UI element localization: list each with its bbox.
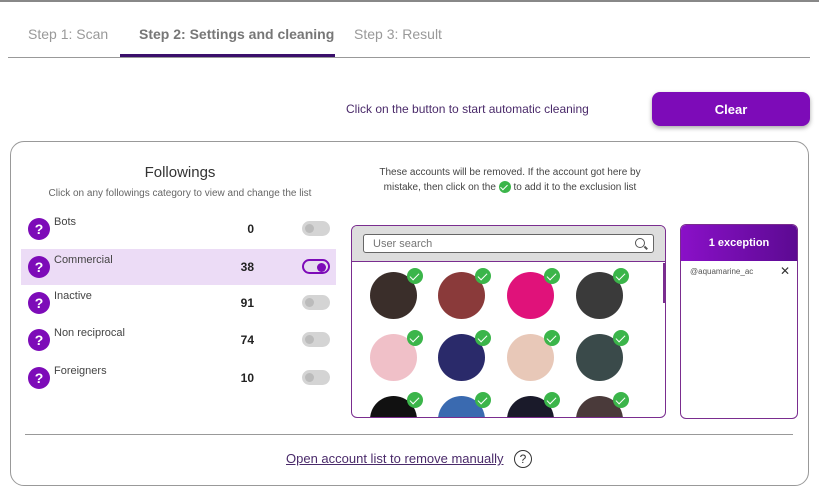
account-avatar[interactable] bbox=[576, 268, 629, 319]
tab-settings[interactable]: Step 2: Settings and cleaning bbox=[139, 26, 335, 42]
category-count: 10 bbox=[240, 371, 254, 385]
tab-result[interactable]: Step 3: Result bbox=[354, 26, 442, 42]
tab-scan[interactable]: Step 1: Scan bbox=[28, 26, 109, 42]
category-count: 91 bbox=[240, 296, 254, 310]
followings-subtitle: Click on any followings category to view… bbox=[48, 188, 312, 199]
active-tab-indicator bbox=[120, 54, 335, 57]
check-icon[interactable] bbox=[544, 392, 560, 408]
account-avatar[interactable] bbox=[438, 268, 491, 319]
tab-divider bbox=[8, 57, 810, 58]
category-label: Inactive bbox=[54, 290, 92, 302]
category-toggle[interactable] bbox=[302, 370, 330, 385]
help-icon[interactable]: ? bbox=[514, 450, 532, 468]
account-avatar[interactable] bbox=[438, 330, 491, 381]
user-search-input[interactable] bbox=[363, 234, 654, 253]
help-icon[interactable]: ? bbox=[28, 292, 50, 314]
removal-note: These accounts will be removed. If the a… bbox=[360, 165, 660, 195]
check-icon[interactable] bbox=[613, 330, 629, 346]
note-line-2b: to add it to the exclusion list bbox=[513, 182, 637, 193]
note-line-2a: mistake, then click on the bbox=[383, 182, 496, 193]
clear-button[interactable]: Clear bbox=[652, 92, 810, 126]
category-count: 0 bbox=[247, 222, 254, 236]
account-avatar[interactable] bbox=[438, 392, 491, 417]
category-row[interactable]: ? Inactive 91 bbox=[21, 285, 336, 321]
category-toggle[interactable] bbox=[302, 259, 330, 274]
open-account-list-link[interactable]: Open account list to remove manually bbox=[286, 451, 504, 466]
divider bbox=[25, 434, 793, 435]
check-icon[interactable] bbox=[407, 392, 423, 408]
account-avatar[interactable] bbox=[507, 268, 560, 319]
exceptions-title: 1 exception bbox=[681, 225, 797, 261]
accounts-panel bbox=[351, 225, 666, 418]
account-avatar[interactable] bbox=[370, 268, 423, 319]
check-icon bbox=[498, 181, 511, 194]
account-avatar[interactable] bbox=[507, 392, 560, 417]
check-icon[interactable] bbox=[544, 330, 560, 346]
account-avatar[interactable] bbox=[370, 330, 423, 381]
category-label: Foreigners bbox=[54, 365, 107, 377]
check-icon[interactable] bbox=[613, 268, 629, 284]
settings-card bbox=[10, 141, 809, 486]
help-icon[interactable]: ? bbox=[28, 329, 50, 351]
account-avatar[interactable] bbox=[576, 392, 629, 417]
followings-title: Followings bbox=[144, 164, 216, 181]
category-count: 74 bbox=[240, 333, 254, 347]
account-avatar[interactable] bbox=[576, 330, 629, 381]
category-row[interactable]: ? Bots 0 bbox=[21, 211, 336, 247]
accounts-panel-header bbox=[352, 226, 665, 262]
account-avatar[interactable] bbox=[507, 330, 560, 381]
check-icon[interactable] bbox=[475, 392, 491, 408]
category-toggle[interactable] bbox=[302, 332, 330, 347]
close-icon[interactable]: ✕ bbox=[779, 264, 790, 278]
account-avatar[interactable] bbox=[370, 392, 423, 417]
exceptions-panel: 1 exception @aquamarine_ac ✕ bbox=[680, 224, 798, 419]
help-icon[interactable]: ? bbox=[28, 367, 50, 389]
clean-hint: Click on the button to start automatic c… bbox=[346, 102, 589, 116]
category-label: Bots bbox=[54, 216, 77, 228]
check-icon[interactable] bbox=[544, 268, 560, 284]
category-row[interactable]: ? Commercial 38 bbox=[21, 249, 336, 285]
category-row[interactable]: ? Foreigners 10 bbox=[21, 360, 336, 396]
category-toggle[interactable] bbox=[302, 221, 330, 236]
scrollbar[interactable] bbox=[663, 263, 665, 303]
category-label: Non reciprocal bbox=[54, 327, 125, 339]
check-icon[interactable] bbox=[475, 330, 491, 346]
category-label: Commercial bbox=[54, 254, 113, 266]
check-icon[interactable] bbox=[407, 268, 423, 284]
category-row[interactable]: ? Non reciprocal 74 bbox=[21, 322, 336, 358]
category-count: 38 bbox=[240, 260, 254, 274]
help-icon[interactable]: ? bbox=[28, 218, 50, 240]
exception-item: @aquamarine_ac bbox=[690, 267, 754, 276]
help-icon[interactable]: ? bbox=[28, 256, 50, 278]
check-icon[interactable] bbox=[613, 392, 629, 408]
category-toggle[interactable] bbox=[302, 295, 330, 310]
search-icon[interactable] bbox=[635, 238, 645, 248]
note-line-1: These accounts will be removed. If the a… bbox=[379, 167, 641, 178]
check-icon[interactable] bbox=[475, 268, 491, 284]
top-border bbox=[0, 0, 819, 2]
check-icon[interactable] bbox=[407, 330, 423, 346]
